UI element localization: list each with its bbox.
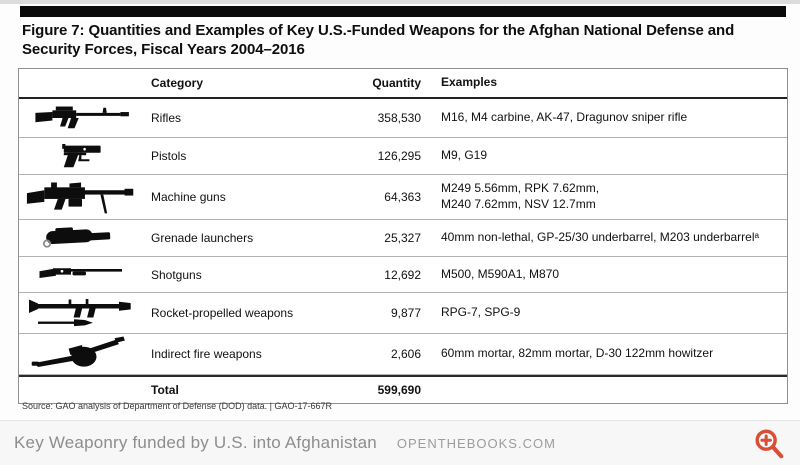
zoom-in-icon[interactable] bbox=[752, 426, 786, 462]
rifle-icon bbox=[19, 99, 147, 137]
site-label: OPENTHEBOOKS.COM bbox=[396, 435, 556, 451]
row-examples: M249 5.56mm, RPK 7.62mm, M240 7.62mm, NS… bbox=[441, 181, 600, 211]
figure-title: Figure 7: Quantities and Examples of Key… bbox=[22, 22, 735, 59]
table-row-rifles: Rifles 358,530 M16, M4 carbine, AK-47, D… bbox=[19, 99, 787, 138]
row-quantity: 358,530 bbox=[377, 111, 421, 125]
table-row-pistols: Pistols 126,295 M9, G19 bbox=[19, 138, 787, 175]
row-quantity: 25,327 bbox=[384, 231, 421, 245]
footer-caption: Key Weaponry funded by U.S. into Afghani… bbox=[14, 433, 377, 452]
header-examples: Examples bbox=[441, 75, 498, 90]
row-examples: 60mm mortar, 82mm mortar, D-30 122mm how… bbox=[441, 346, 714, 361]
row-quantity: 2,606 bbox=[390, 347, 421, 361]
row-quantity: 12,692 bbox=[384, 267, 421, 282]
machine-gun-icon bbox=[19, 175, 147, 219]
top-edge-strip bbox=[0, 0, 800, 4]
table-row-indirect-fire: Indirect fire weapons 2,606 60mm mortar,… bbox=[19, 334, 787, 375]
row-category: Shotguns bbox=[151, 267, 202, 282]
header-category: Category bbox=[151, 76, 204, 90]
table-row-rocket-propelled: Rocket-propelled weapons 9,877 RPG-7, SP… bbox=[19, 293, 787, 334]
row-category: Pistols bbox=[151, 149, 187, 163]
row-category: Rifles bbox=[151, 111, 182, 125]
total-icon-spacer bbox=[19, 388, 147, 392]
row-quantity: 64,363 bbox=[384, 190, 421, 204]
grenade-launcher-icon bbox=[19, 220, 147, 256]
row-examples: RPG-7, SPG-9 bbox=[441, 305, 521, 320]
table-header-row: Category Quantity Examples bbox=[19, 69, 787, 99]
total-label: Total bbox=[151, 383, 179, 397]
howitzer-icon bbox=[19, 334, 147, 374]
row-examples: M500, M590A1, M870 bbox=[441, 266, 560, 281]
table-total-row: Total 599,690 bbox=[19, 375, 787, 403]
header-quantity: Quantity bbox=[372, 76, 421, 90]
pistol-icon bbox=[19, 138, 147, 174]
row-examples: M16, M4 carbine, AK-47, Dragunov sniper … bbox=[441, 110, 688, 125]
row-quantity: 9,877 bbox=[390, 306, 421, 320]
weapons-table: Category Quantity Examples Rifles 358,53… bbox=[18, 68, 788, 404]
row-category: Grenade launchers bbox=[151, 231, 254, 245]
table-row-machine-guns: Machine guns 64,363 M249 5.56mm, RPK 7.6… bbox=[19, 175, 787, 220]
table-row-shotguns: Shotguns 12,692 M500, M590A1, M870 bbox=[19, 257, 787, 293]
row-category: Machine guns bbox=[151, 190, 226, 204]
shotgun-icon bbox=[19, 258, 147, 292]
row-quantity: 126,295 bbox=[377, 149, 421, 163]
total-quantity: 599,690 bbox=[377, 383, 421, 397]
table-row-grenade-launchers: Grenade launchers 25,327 40mm non-lethal… bbox=[19, 220, 787, 257]
row-category: Indirect fire weapons bbox=[151, 347, 262, 361]
header-icon-spacer bbox=[19, 81, 147, 85]
title-top-bar bbox=[20, 6, 786, 17]
footer-strip: Key Weaponry funded by U.S. into Afghani… bbox=[0, 420, 800, 465]
rpg-icon bbox=[19, 293, 147, 333]
row-examples: M9, G19 bbox=[441, 148, 488, 163]
row-category: Rocket-propelled weapons bbox=[151, 306, 294, 320]
row-examples: 40mm non-lethal, GP-25/30 underbarrel, M… bbox=[441, 230, 759, 245]
source-note: Source: GAO analysis of Department of De… bbox=[22, 401, 332, 411]
